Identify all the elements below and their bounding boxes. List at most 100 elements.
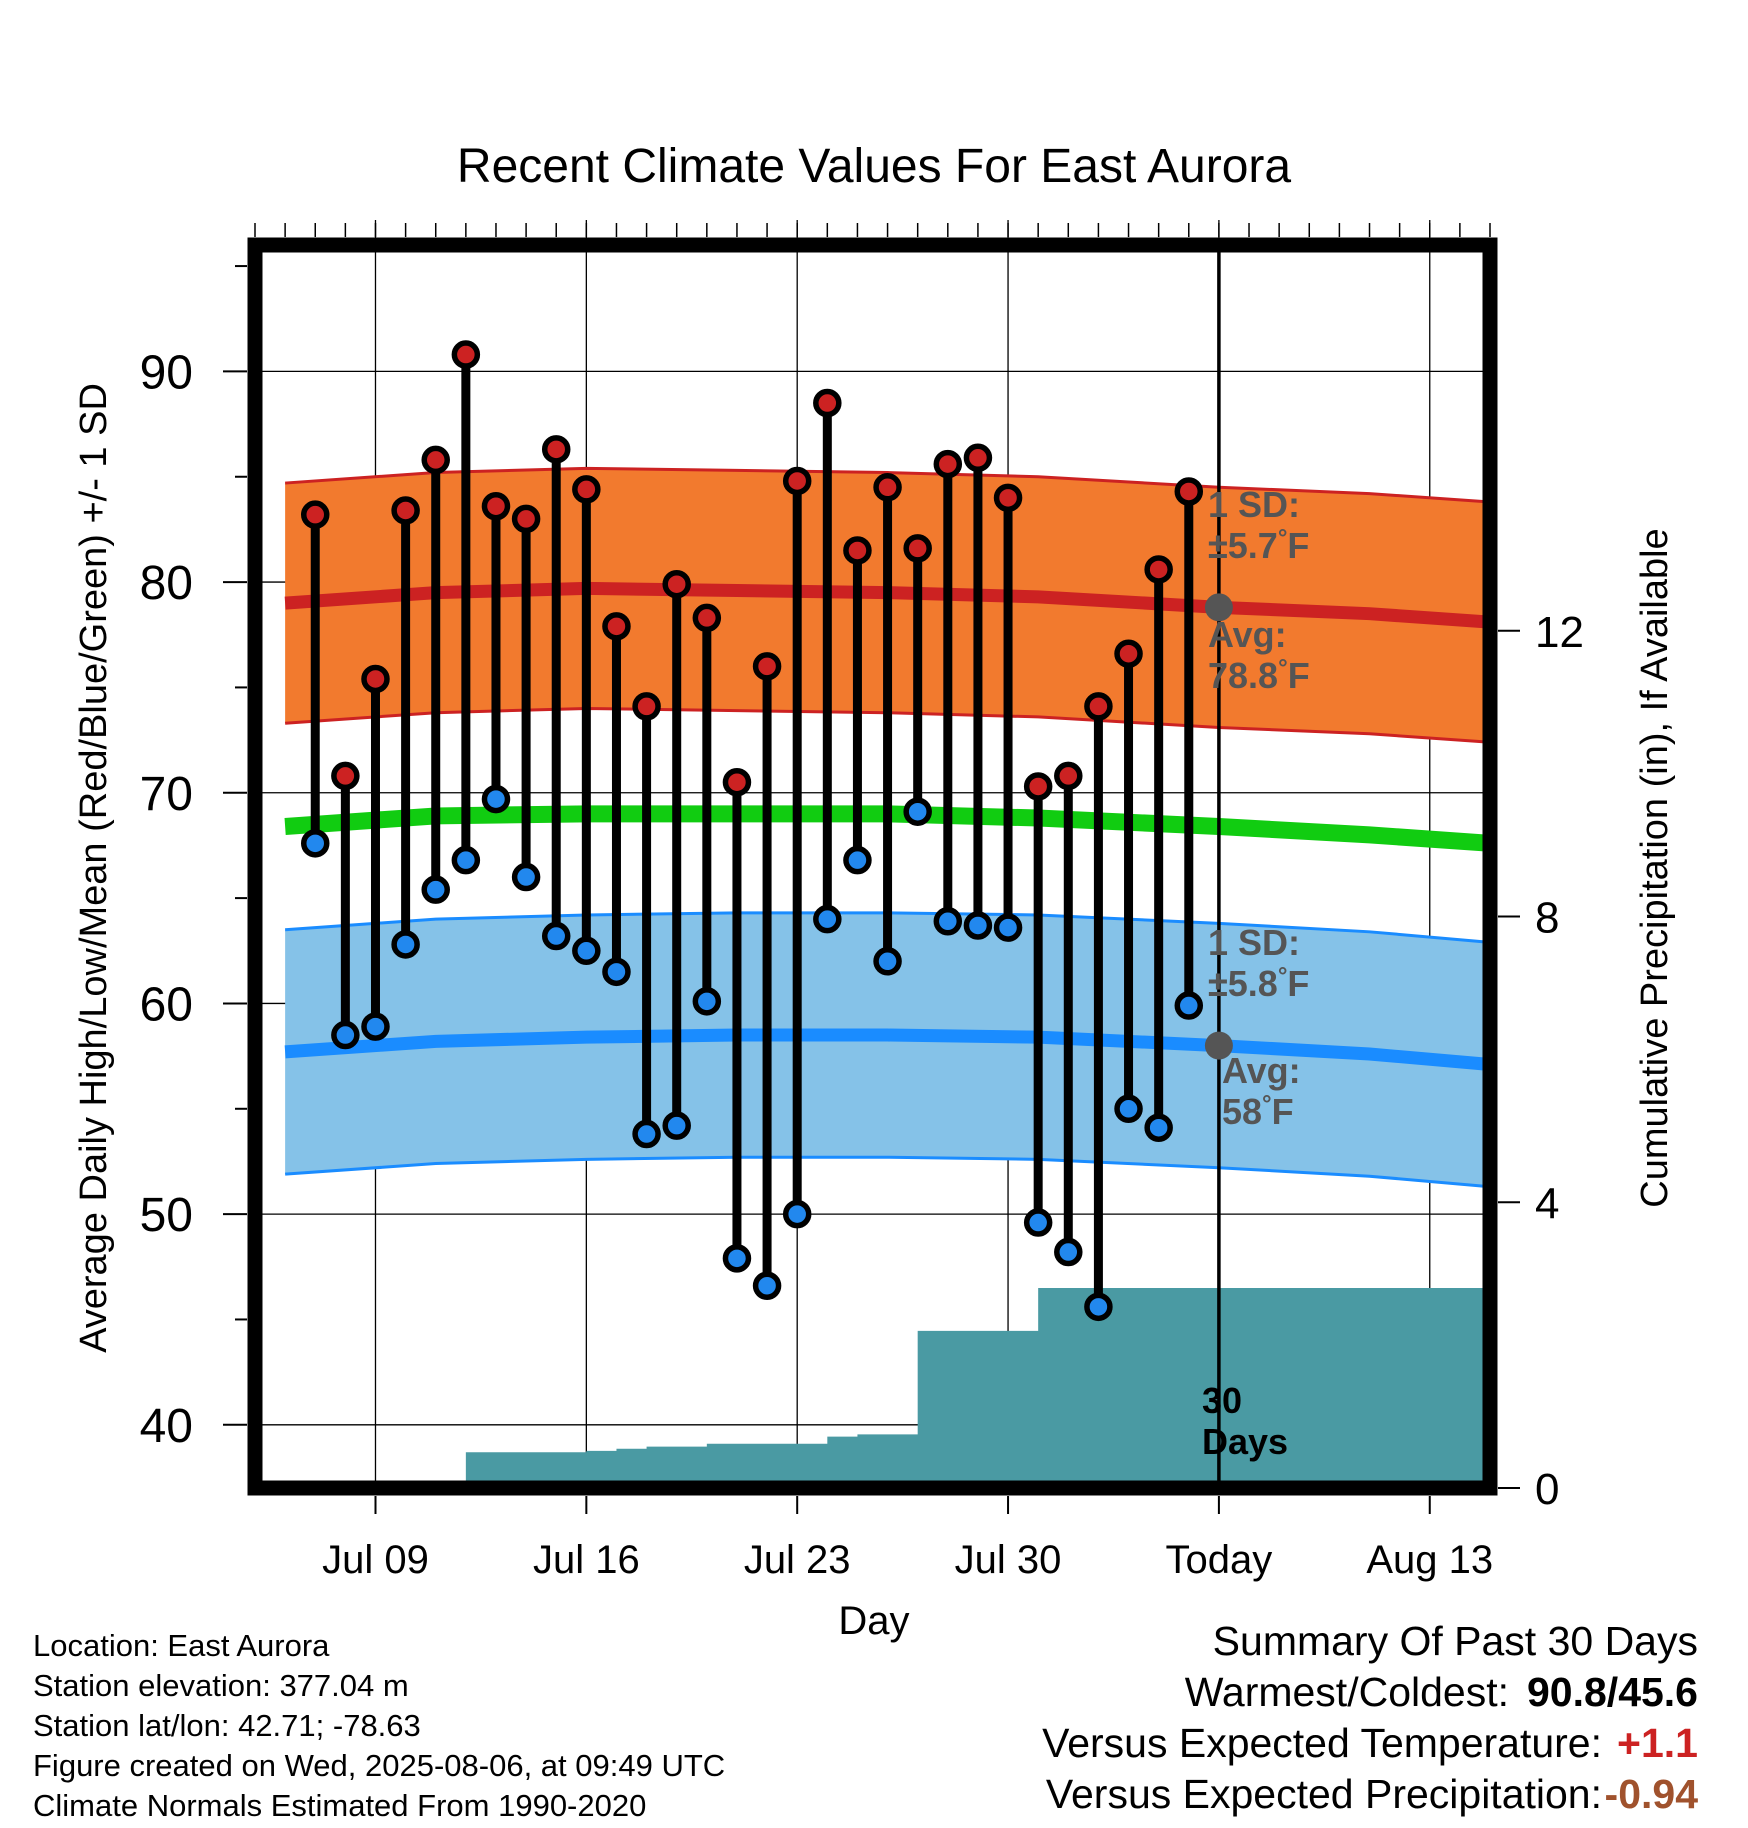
daily-high-point (782, 466, 812, 496)
daily-high-point (752, 652, 782, 681)
daily-high-point (1144, 555, 1173, 584)
y-tick-label: 80 (140, 557, 193, 610)
daily-low-point (331, 1020, 360, 1050)
daily-high-point (903, 534, 932, 563)
daily-low-point (782, 1199, 812, 1229)
created-text: Figure created on Wed, 2025-08-06, at 09… (33, 1748, 726, 1783)
high-band-upper-edge (285, 466, 1491, 504)
x-tick-label: Today (1166, 1538, 1273, 1582)
daily-low-point (541, 921, 571, 951)
x-tick-label: Jul 16 (533, 1538, 640, 1582)
daily-low-point (632, 1119, 661, 1149)
x-tick-label: Jul 23 (744, 1538, 851, 1582)
daily-high-point (572, 475, 601, 504)
daily-high-point (933, 449, 963, 479)
x-tick-label: Jul 09 (322, 1538, 429, 1582)
daily-high-point (813, 388, 842, 418)
daily-low-point (752, 1271, 782, 1300)
y-tick-label: 90 (140, 346, 193, 399)
daily-high-point (662, 569, 691, 599)
temp-label: Versus Expected Temperature: (1042, 1720, 1602, 1766)
y2-tick-label: 0 (1535, 1465, 1559, 1514)
daily-high-point (602, 612, 631, 641)
daily-low-point (481, 784, 511, 814)
today-high-avg-marker (1204, 593, 1233, 622)
daily-low-point (511, 862, 541, 892)
warm-cold-row: Warmest/Coldest: 90.8/45.6 (1042, 1667, 1698, 1718)
station-info: Location: East Aurora Station elevation:… (33, 1626, 725, 1826)
y-tick-label: 70 (140, 768, 193, 821)
normals-text: Climate Normals Estimated From 1990-2020 (33, 1788, 647, 1823)
daily-low-point (843, 845, 872, 875)
plot-area: Jul 09 Jul 16 Jul 23 Jul 30 Today Aug 1340506… (140, 220, 1584, 1582)
daily-low-point (873, 947, 902, 976)
y-tick-label: 40 (140, 1400, 193, 1453)
normal-low-line (284, 1028, 1491, 1072)
warm-cold-value: 90.8/45.6 (1527, 1669, 1698, 1715)
daily-high-point (300, 500, 330, 529)
window-annotation-label: Days (1202, 1421, 1288, 1462)
daily-low-point (993, 913, 1023, 942)
precipitation-area (315, 1287, 1490, 1488)
daily-low-point (1144, 1113, 1173, 1142)
y-tick-label: 60 (140, 978, 193, 1031)
daily-low-point (1114, 1094, 1143, 1124)
daily-low-point (300, 829, 330, 858)
daily-low-point (813, 904, 842, 934)
daily-low-point (692, 987, 722, 1016)
daily-high-point (963, 443, 993, 473)
latlon-text: Station lat/lon: 42.71; -78.63 (33, 1708, 421, 1743)
daily-high-point (541, 435, 571, 464)
daily-high-point (1114, 639, 1143, 668)
x-tick-label: Aug 13 (1366, 1538, 1493, 1582)
precip-value: -0.94 (1604, 1771, 1698, 1817)
summary-title: Summary Of Past 30 Days (1212, 1618, 1698, 1664)
y2-tick-label: 12 (1535, 608, 1584, 657)
low-avg-annotation-value: 58°F (1222, 1091, 1294, 1132)
high-avg-annotation-label: Avg: (1208, 614, 1287, 655)
window-annotation-number: 30 (1202, 1380, 1242, 1421)
daily-high-point (1054, 761, 1083, 791)
daily-high-point (481, 491, 511, 521)
x-axis-label: Day (838, 1599, 909, 1643)
location-text: Location: East Aurora (33, 1628, 330, 1663)
daily-high-point (873, 473, 902, 502)
daily-low-point (391, 930, 420, 959)
daily-high-point (843, 536, 872, 565)
daily-low-point (421, 875, 450, 904)
daily-low-point (451, 845, 481, 875)
daily-high-point (361, 664, 390, 694)
daily-low-point (572, 936, 601, 966)
low-sd-annotation-label: 1 SD: (1208, 922, 1300, 963)
summary-panel: Summary Of Past 30 Days Warmest/Coldest:… (1042, 1616, 1698, 1820)
low-avg-annotation-label: Avg: (1222, 1050, 1301, 1091)
low-sd-annotation-value: ±5.8°F (1208, 963, 1309, 1004)
y2-tick-label: 4 (1535, 1179, 1559, 1228)
daily-low-point (1054, 1237, 1083, 1267)
high-sd-annotation-label: 1 SD: (1208, 484, 1300, 525)
daily-low-point (933, 907, 963, 936)
temp-value: +1.1 (1617, 1720, 1698, 1766)
y2-axis-label: Cumulative Precipitation (in), If Availa… (1634, 528, 1676, 1207)
precip-row: Versus Expected Precipitation:-0.94 (1042, 1769, 1698, 1820)
daily-high-point (1084, 692, 1113, 721)
daily-low-point (1174, 991, 1204, 1020)
precip-label: Versus Expected Precipitation: (1045, 1771, 1602, 1817)
elevation-text: Station elevation: 377.04 m (33, 1668, 409, 1703)
daily-high-point (692, 603, 722, 633)
daily-low-point (602, 957, 631, 987)
daily-high-point (993, 483, 1023, 513)
daily-high-point (511, 504, 541, 534)
y-tick-label: 50 (140, 1189, 193, 1242)
today-low-avg-marker (1204, 1031, 1233, 1060)
daily-low-point (1084, 1292, 1113, 1322)
temp-row: Versus Expected Temperature: +1.1 (1042, 1718, 1698, 1769)
y-axis-label: Average Daily High/Low/Mean (Red/Blue/Gr… (73, 383, 115, 1353)
daily-low-point (722, 1244, 752, 1273)
x-tick-label: Jul 30 (955, 1538, 1062, 1582)
low-band-lower-edge (285, 1155, 1491, 1189)
warm-cold-label: Warmest/Coldest: (1184, 1669, 1509, 1715)
daily-high-point (331, 761, 360, 791)
chart-title: Recent Climate Values For East Aurora (457, 140, 1291, 193)
